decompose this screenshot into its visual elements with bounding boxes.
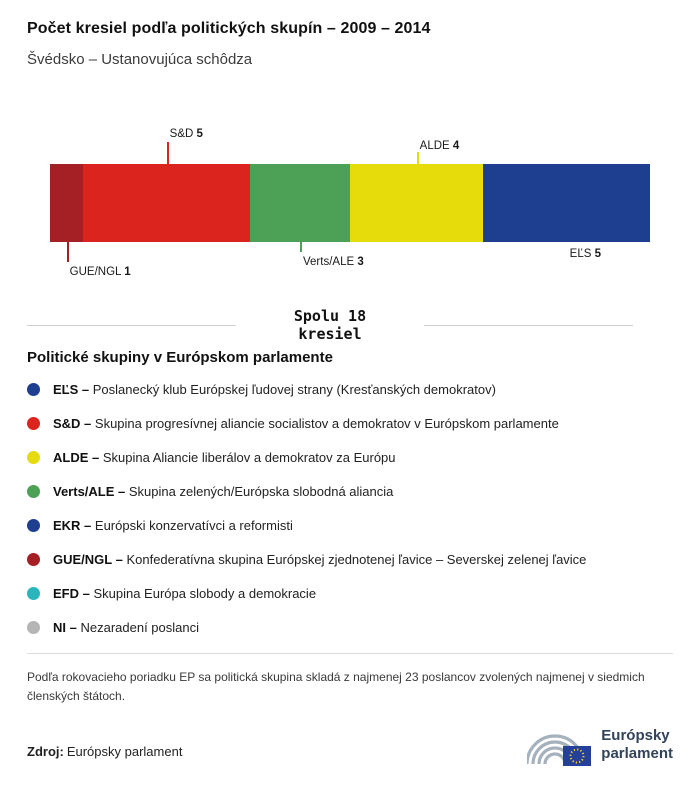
- bar-label-gue-ngl: GUE/NGL 1: [69, 266, 131, 278]
- page-title: Počet kresiel podľa politických skupín –…: [27, 20, 431, 37]
- legend-list: EĽS – Poslanecký klub Európskej ľudovej …: [27, 382, 673, 635]
- legend-dot-sd: [27, 417, 40, 431]
- legend-label-alde: ALDE – Skupina Aliancie liberálov a demo…: [53, 450, 396, 466]
- ep-logo-text: Európsky parlament: [601, 727, 673, 763]
- legend-item-els: EĽS – Poslanecký klub Európskej ľudovej …: [27, 382, 673, 397]
- source: Zdroj: Európsky parlament: [27, 744, 182, 768]
- legend-label-ni: NI – Nezaradení poslanci: [53, 620, 199, 636]
- callout-line-alde: [416, 152, 419, 164]
- legend-dot-efd: [27, 587, 40, 601]
- total-seats-label: Spolu 18 kresiel: [293, 307, 367, 343]
- bar-segment-s-d: [83, 164, 250, 242]
- legend-section: Politické skupiny v Európskom parlamente…: [0, 343, 700, 635]
- legend-dot-ni: [27, 621, 40, 635]
- total-seats-row: Spolu 18 kresiel: [27, 307, 673, 343]
- legend-label-els: EĽS – Poslanecký klub Európskej ľudovej …: [53, 382, 496, 398]
- left-rule: [27, 325, 236, 327]
- bottom-row: Zdroj: Európsky parlament Európsky parlam…: [27, 722, 673, 768]
- legend-label-efd: EFD – Skupina Európa slobody a demokraci…: [53, 586, 317, 602]
- bar-segment-alde: [349, 164, 484, 242]
- legend-item-ni: NI – Nezaradení poslanci: [27, 620, 673, 635]
- eu-flag-icon: [563, 745, 592, 766]
- legend-dot-ekr: [27, 519, 40, 533]
- legend-heading: Politické skupiny v Európskom parlamente: [27, 349, 333, 367]
- legend-item-verts-ale: Verts/ALE – Skupina zelených/Európska sl…: [27, 484, 673, 499]
- legend-label-sd: S&D – Skupina progresívnej aliancie soci…: [53, 416, 559, 432]
- legend-item-sd: S&D – Skupina progresívnej aliancie soci…: [27, 416, 673, 431]
- footnote: Podľa rokovacieho poriadku EP sa politic…: [27, 670, 645, 703]
- bar-label-e-s: EĽS 5: [569, 248, 601, 260]
- page-subtitle: Švédsko – Ustanovujúca schôdza: [27, 51, 253, 68]
- legend-dot-verts-ale: [27, 485, 40, 499]
- legend-label-verts-ale: Verts/ALE – Skupina zelených/Európska sl…: [53, 484, 394, 500]
- legend-item-alde: ALDE – Skupina Aliancie liberálov a demo…: [27, 450, 673, 465]
- callout-line-verts-ale: [300, 242, 302, 252]
- source-name: Európsky parlament: [66, 743, 183, 759]
- legend-item-gue-ngl: GUE/NGL – Konfederatívna skupina Európsk…: [27, 552, 673, 567]
- legend-dot-els: [27, 383, 40, 397]
- legend-label-gue-ngl: GUE/NGL – Konfederatívna skupina Európsk…: [53, 552, 587, 568]
- header: Počet kresiel podľa politických skupín –…: [0, 0, 700, 68]
- ep-logo-line1: Európsky: [601, 726, 670, 744]
- bar-label-s-d: S&D 5: [169, 128, 203, 140]
- ep-logo: Európsky parlament: [527, 722, 673, 768]
- legend-dot-gue-ngl: [27, 553, 40, 567]
- bar-segment-verts-ale: [249, 164, 350, 242]
- source-label: Zdroj:: [27, 743, 64, 759]
- chart-area: GUE/NGL 1 S&D 5 Verts/ALE 3 ALDE 4 EĽS 5: [50, 108, 650, 286]
- bar-label-verts-ale: Verts/ALE 3: [303, 256, 364, 268]
- ep-hemicycle-icon: [527, 733, 592, 766]
- bar-segment-gue-ngl: [50, 164, 84, 242]
- infographic-page: Počet kresiel podľa politických skupín –…: [0, 0, 700, 768]
- bar-label-alde: ALDE 4: [419, 140, 460, 152]
- footer-divider: [27, 653, 673, 655]
- right-rule: [424, 325, 633, 327]
- bar-segment-e-s: [483, 164, 650, 242]
- legend-item-ekr: EKR – Európski konzervatívci a reformist…: [27, 518, 673, 533]
- ep-logo-line2: parlament: [601, 744, 673, 762]
- callout-line-s-d: [166, 142, 169, 164]
- stacked-bar: [50, 164, 650, 242]
- legend-item-efd: EFD – Skupina Európa slobody a demokraci…: [27, 586, 673, 601]
- legend-dot-alde: [27, 451, 40, 465]
- callout-line-gue-ngl: [66, 242, 69, 262]
- legend-label-ekr: EKR – Európski konzervatívci a reformist…: [53, 518, 293, 534]
